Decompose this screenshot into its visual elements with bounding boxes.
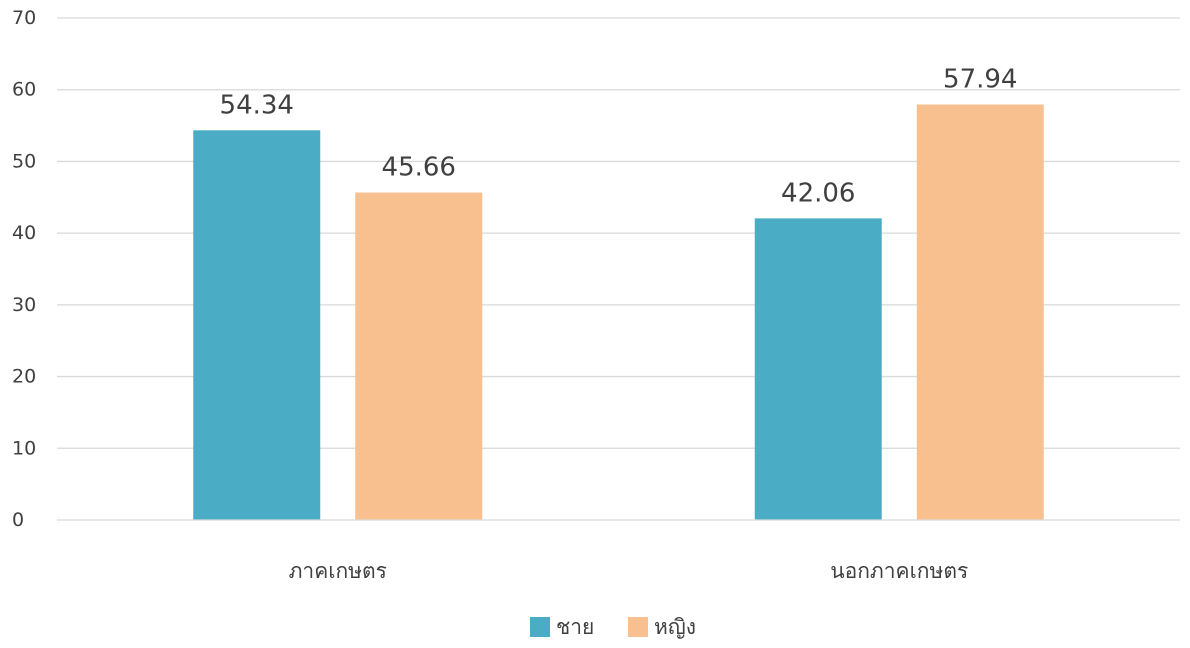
y-tick-label: 10 [12,437,36,459]
y-tick-label: 30 [12,294,36,316]
y-tick-label: 50 [12,150,36,172]
bars [193,104,1044,521]
x-tick-label: นอกภาคเกษตร [830,559,968,583]
legend: ชาย หญิง [530,615,696,639]
data-label: 57.94 [943,64,1017,94]
legend-label: หญิง [654,615,696,639]
data-label: 54.34 [220,90,294,120]
data-label: 45.66 [382,153,456,183]
data-labels: 54.34 45.66 42.06 57.94 [220,64,1018,208]
legend-swatch [628,617,648,637]
legend-swatch [530,617,550,637]
legend-label: ชาย [556,615,594,639]
y-tick-label: 40 [12,222,36,244]
y-tick-label: 60 [12,79,36,101]
data-label: 42.06 [781,178,855,208]
x-axis: ภาคเกษตร นอกภาคเกษตร [57,519,1180,583]
bar [916,104,1044,520]
x-tick-label: ภาคเกษตร [289,559,387,583]
y-axis: 0 10 20 30 40 50 60 70 [12,7,36,531]
bar [193,130,321,520]
bar [754,218,882,520]
y-tick-label: 70 [12,7,36,29]
y-tick-label: 20 [12,366,36,388]
bar [355,192,483,521]
y-tick-label: 0 [12,509,24,531]
